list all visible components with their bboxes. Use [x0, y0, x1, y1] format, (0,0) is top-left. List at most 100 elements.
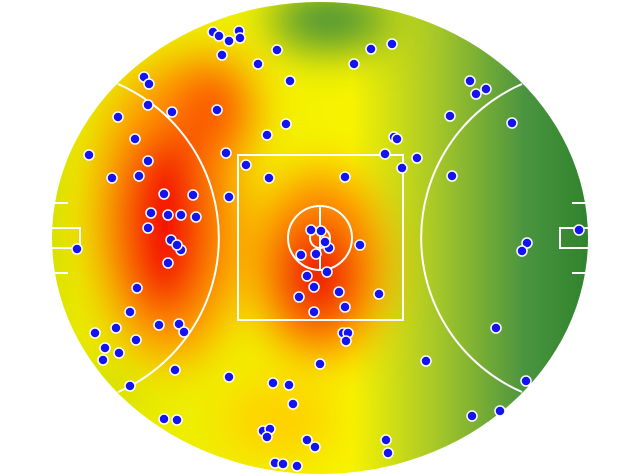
point: [295, 249, 307, 261]
point: [386, 38, 398, 50]
field-lines: [52, 83, 588, 393]
point: [178, 326, 190, 338]
point: [280, 118, 292, 130]
point: [142, 99, 154, 111]
point: [382, 447, 394, 459]
point: [162, 209, 174, 221]
points: [71, 25, 585, 472]
point: [252, 58, 264, 70]
point: [166, 106, 178, 118]
point: [143, 78, 155, 90]
point: [190, 211, 202, 223]
point: [171, 239, 183, 251]
point: [97, 354, 109, 366]
point: [240, 159, 252, 171]
point: [162, 257, 174, 269]
point: [490, 322, 502, 334]
point: [261, 129, 273, 141]
point: [130, 334, 142, 346]
point: [153, 319, 165, 331]
point: [321, 266, 333, 278]
point: [310, 248, 322, 260]
point: [444, 110, 456, 122]
point: [516, 245, 528, 257]
point: [293, 291, 305, 303]
point: [145, 207, 157, 219]
point: [213, 30, 225, 42]
point: [142, 155, 154, 167]
point: [333, 286, 345, 298]
point: [464, 75, 476, 87]
point: [291, 460, 303, 472]
point: [470, 88, 482, 100]
point: [319, 236, 331, 248]
point: [133, 170, 145, 182]
point: [261, 431, 273, 443]
point: [339, 301, 351, 313]
point: [216, 49, 228, 61]
point: [142, 222, 154, 234]
point: [71, 243, 83, 255]
point: [446, 170, 458, 182]
point: [277, 458, 289, 470]
point: [223, 35, 235, 47]
point: [308, 306, 320, 318]
point: [466, 410, 478, 422]
point: [131, 282, 143, 294]
point: [110, 322, 122, 334]
point: [113, 347, 125, 359]
point: [267, 377, 279, 389]
point: [263, 172, 275, 184]
point: [83, 149, 95, 161]
point: [391, 133, 403, 145]
point: [187, 189, 199, 201]
point: [380, 434, 392, 446]
point: [211, 104, 223, 116]
point: [175, 209, 187, 221]
point: [283, 379, 295, 391]
point: [339, 171, 351, 183]
point: [124, 380, 136, 392]
point: [411, 152, 423, 164]
point: [158, 188, 170, 200]
point: [112, 111, 124, 123]
point: [354, 239, 366, 251]
point: [287, 398, 299, 410]
point: [99, 342, 111, 354]
point: [301, 270, 313, 282]
point: [220, 147, 232, 159]
point: [314, 358, 326, 370]
point: [420, 355, 432, 367]
point: [521, 237, 533, 249]
point: [301, 434, 313, 446]
point: [124, 306, 136, 318]
point: [480, 83, 492, 95]
point: [379, 148, 391, 160]
point: [365, 43, 377, 55]
point: [89, 327, 101, 339]
point: [129, 133, 141, 145]
point: [169, 364, 181, 376]
point: [520, 375, 532, 387]
point: [223, 371, 235, 383]
point: [305, 224, 317, 236]
point: [309, 441, 321, 453]
point: [234, 32, 246, 44]
point: [494, 405, 506, 417]
point: [506, 117, 518, 129]
point: [284, 75, 296, 87]
point: [271, 44, 283, 56]
point: [340, 335, 352, 347]
point: [106, 172, 118, 184]
point: [573, 224, 585, 236]
point: [173, 318, 185, 330]
point: [308, 281, 320, 293]
point: [348, 58, 360, 70]
point: [373, 288, 385, 300]
point: [315, 225, 327, 237]
point: [223, 191, 235, 203]
point: [158, 413, 170, 425]
point: [396, 162, 408, 174]
point: [171, 414, 183, 426]
